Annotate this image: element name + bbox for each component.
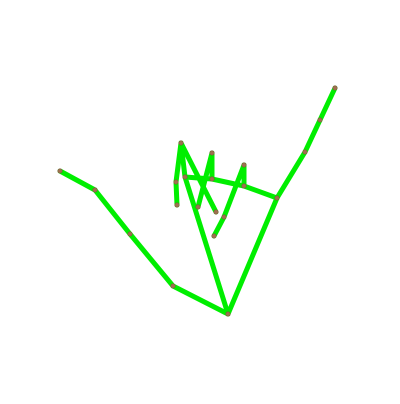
joint-middle_pip xyxy=(209,150,215,156)
bones-layer xyxy=(57,85,338,317)
joint-pinky_pip xyxy=(302,149,308,155)
bone-thumb_mcp-thumb_ip xyxy=(92,187,133,237)
joint-middle_dip xyxy=(195,204,201,210)
bone-pinky_dip-pinky_tip xyxy=(317,85,338,123)
bone-ring_dip-ring_tip xyxy=(211,214,227,239)
bone-pinky_pip-pinky_dip xyxy=(302,117,323,155)
joints-layer xyxy=(57,85,338,317)
bone-index_pip-index_dip xyxy=(173,140,184,185)
joint-pinky_mcp xyxy=(274,195,280,201)
bone-thumb_ip-thumb_tip xyxy=(57,168,98,193)
joint-thumb_tip xyxy=(57,168,63,174)
joint-ring_dip xyxy=(221,214,227,220)
joint-pinky_tip xyxy=(332,85,338,91)
joint-index_dip xyxy=(173,179,179,185)
bone-wrist-thumb_cmc xyxy=(170,283,231,317)
joint-thumb_ip xyxy=(92,187,98,193)
joint-middle_mcp xyxy=(209,176,215,182)
joint-thumb_mcp xyxy=(127,231,133,237)
bone-middle_pip-middle_dip xyxy=(195,150,215,210)
joint-index_mcp xyxy=(182,174,188,180)
joint-thumb_cmc xyxy=(170,283,176,289)
bone-wrist-index_mcp xyxy=(182,174,231,317)
joint-wrist xyxy=(225,311,231,317)
bone-wrist-pinky_mcp xyxy=(225,195,280,317)
joint-pinky_dip xyxy=(317,117,323,123)
joint-ring_tip xyxy=(211,233,217,239)
joint-index_pip xyxy=(178,140,184,146)
bone-index_pip-middle_tip xyxy=(178,140,219,215)
joint-index_tip xyxy=(174,202,180,208)
bone-index_dip-index_tip xyxy=(173,179,180,208)
joint-middle_tip xyxy=(213,209,219,215)
bone-thumb_cmc-thumb_mcp xyxy=(127,231,176,289)
bone-pinky_mcp-pinky_pip xyxy=(274,149,308,201)
joint-ring_mcp xyxy=(241,183,247,189)
joint-ring_pip xyxy=(241,162,247,168)
bone-ring_pip-ring_dip xyxy=(221,162,247,220)
bone-ring_mcp-pinky_mcp xyxy=(241,183,280,201)
